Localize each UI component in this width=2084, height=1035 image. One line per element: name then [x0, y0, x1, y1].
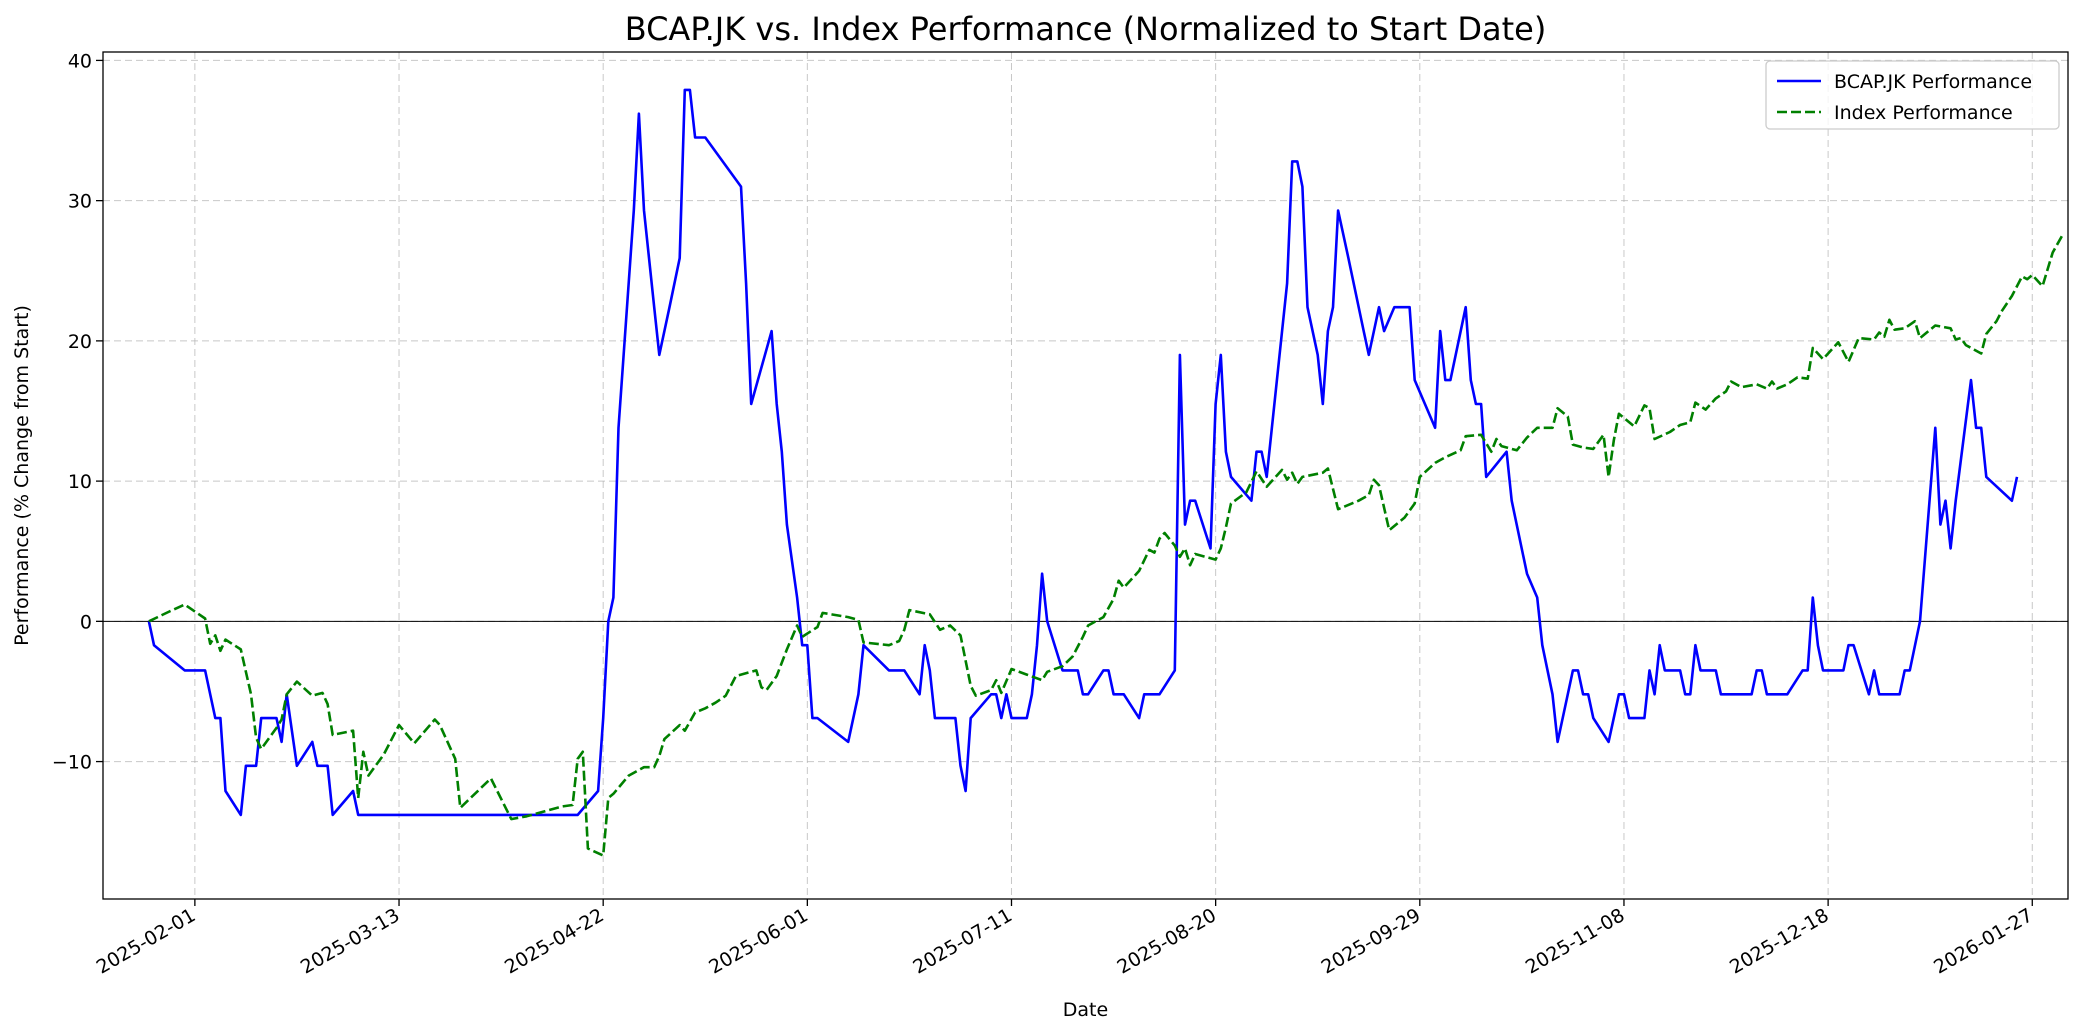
y-tick-label: 40 [68, 50, 92, 72]
y-tick-label: 30 [68, 191, 92, 213]
grid-lines [103, 52, 2068, 899]
legend-label-index: Index Performance [1834, 102, 2013, 124]
series-lines [147, 88, 2065, 857]
legend-label-bcap: BCAP.JK Performance [1834, 71, 2032, 93]
x-axis-label: Date [1063, 999, 1108, 1021]
y-tick-label: 20 [68, 331, 92, 353]
legend: BCAP.JK Performance Index Performance [1765, 60, 2060, 130]
y-axis-ticks: −10 0 10 20 30 40 [52, 50, 103, 774]
y-tick-label: −10 [52, 752, 92, 774]
bcap-performance-line [147, 88, 2019, 817]
y-axis-label: Performance (% Change from Start) [11, 305, 33, 646]
plot-area-frame [102, 51, 2069, 900]
y-tick-label: 0 [80, 611, 92, 633]
y-tick-label: 10 [68, 471, 92, 493]
chart-title: BCAP.JK vs. Index Performance (Normalize… [625, 10, 1547, 48]
index-performance-line [148, 233, 2065, 857]
legend-box [1765, 60, 2060, 130]
